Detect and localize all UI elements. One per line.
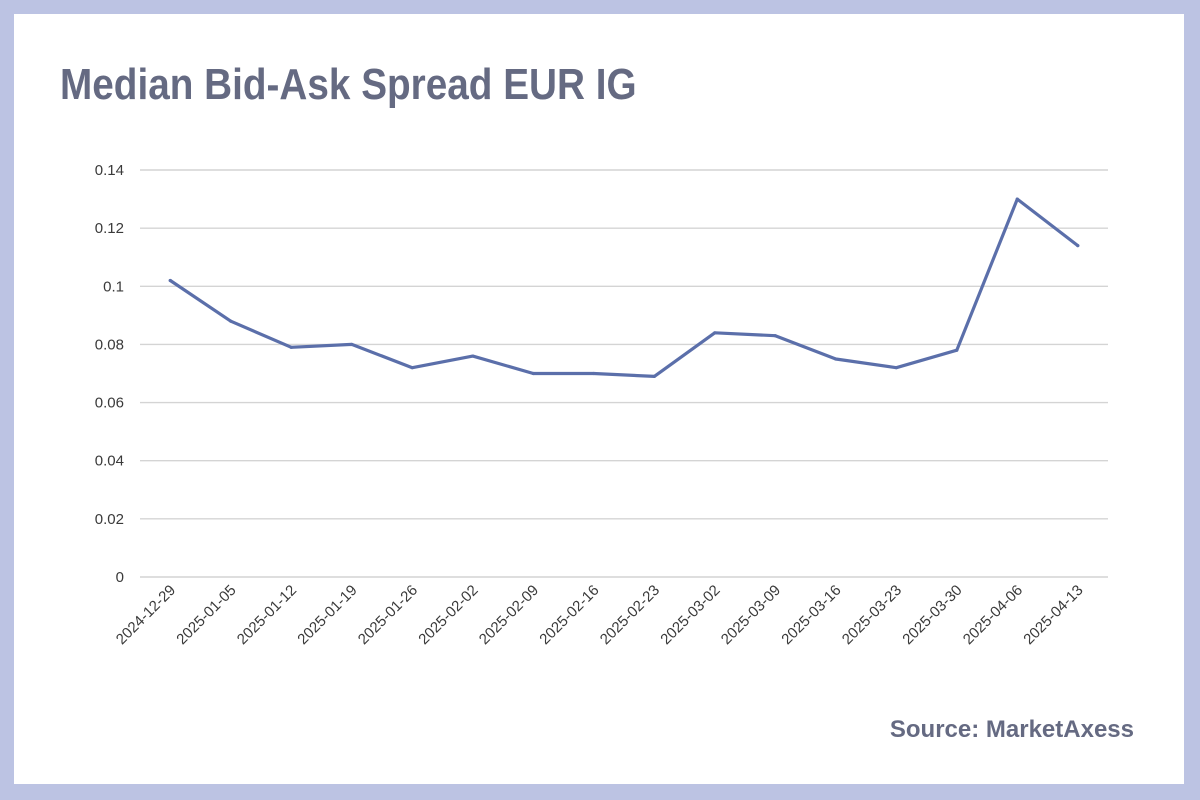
- x-tick-label: 2025-04-13: [1020, 582, 1086, 648]
- data-point: [894, 366, 898, 370]
- y-tick-label: 0.12: [95, 220, 124, 237]
- data-point: [652, 374, 656, 379]
- x-tick-label: 2025-03-16: [778, 582, 844, 648]
- x-tick-label: 2025-03-02: [657, 582, 723, 648]
- gridlines: [140, 169, 1108, 578]
- x-tick-label: 2025-02-23: [597, 582, 663, 648]
- series-layer: [168, 197, 1080, 379]
- y-tick-label: 0.1: [103, 278, 124, 295]
- data-point: [1076, 243, 1080, 248]
- x-axis-ticks: 2024-12-292025-01-052025-01-122025-01-19…: [113, 582, 1087, 648]
- line-chart: 00.020.040.060.080.10.120.14 2024-12-292…: [95, 162, 1108, 648]
- x-tick-label: 2025-03-09: [718, 582, 784, 648]
- y-tick-label: 0.06: [95, 395, 124, 412]
- x-tick-label: 2025-03-30: [899, 582, 965, 648]
- data-point: [168, 278, 172, 283]
- series-line: [168, 197, 1080, 378]
- x-tick-label: 2025-02-02: [415, 582, 481, 648]
- data-point: [592, 371, 596, 376]
- x-tick-label: 2025-01-26: [355, 582, 421, 648]
- y-tick-label: 0.02: [95, 511, 124, 528]
- data-point: [471, 354, 475, 358]
- y-tick-label: 0.14: [95, 162, 124, 179]
- data-point: [955, 348, 959, 352]
- chart-card: Median Bid-Ask Spread EUR IG 0 0.02 0.04 0.…: [14, 14, 1184, 784]
- data-point: [350, 342, 354, 347]
- data-point: [773, 334, 777, 338]
- x-tick-label: 2025-03-23: [839, 582, 905, 648]
- data-point: [834, 357, 838, 361]
- y-axis-ticks: 0 0.02 0.04 0.06 0.08 0.1 0.12 0.14: [95, 162, 124, 586]
- x-tick-label: 2025-02-16: [536, 582, 602, 648]
- x-tick-label: 2025-01-19: [294, 582, 360, 648]
- data-point: [289, 345, 293, 349]
- data-point: [410, 366, 414, 370]
- data-point: [229, 319, 233, 323]
- x-tick-label: 2025-02-09: [476, 582, 542, 648]
- x-tick-label: 2025-04-06: [960, 582, 1026, 648]
- y-tick-label: 0: [116, 569, 124, 586]
- data-point: [713, 331, 717, 335]
- data-point: [1015, 197, 1019, 201]
- y-tick-label: 0.08: [95, 336, 124, 353]
- x-tick-label: 2025-01-12: [234, 582, 300, 648]
- y-tick-label: 0.04: [95, 453, 124, 470]
- x-tick-label: 2024-12-29: [113, 582, 179, 648]
- chart-title: Median Bid-Ask Spread EUR IG: [60, 60, 637, 109]
- data-point: [531, 371, 535, 376]
- source-note: Source: MarketAxess: [889, 716, 1134, 743]
- x-tick-label: 2025-01-05: [173, 582, 239, 648]
